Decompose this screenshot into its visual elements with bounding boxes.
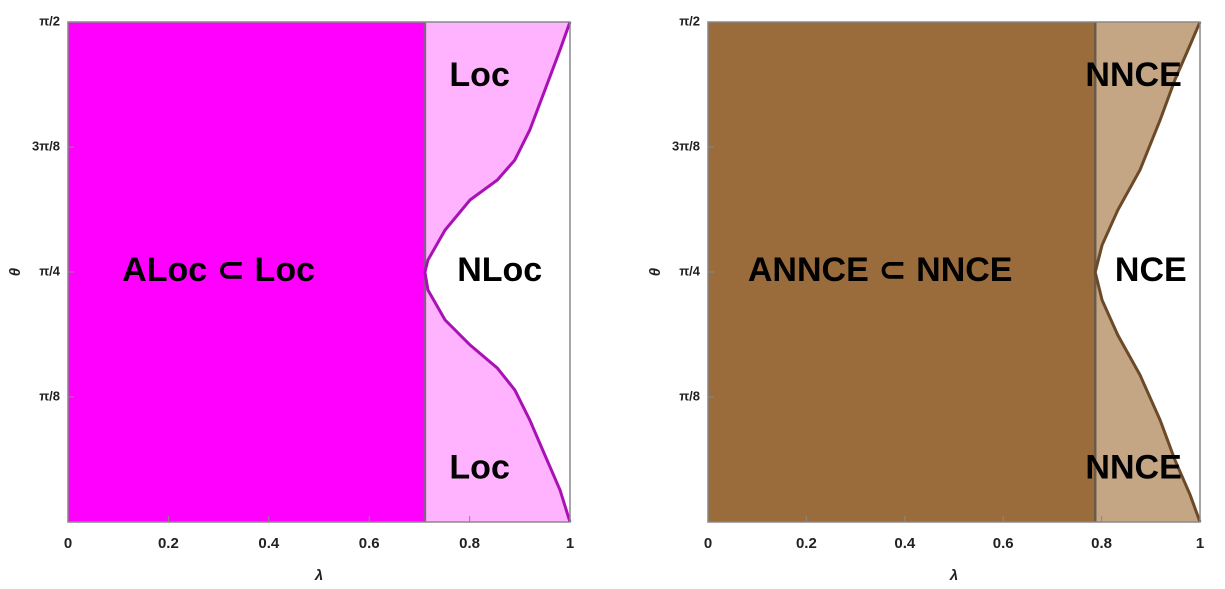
x-tick-label: 0.2: [796, 535, 817, 552]
y-tick-label: π/2: [679, 13, 700, 28]
x-tick-label: 0.2: [158, 535, 179, 552]
boundary-curve: [423, 21, 572, 523]
region-label: ALoc ⊂ Loc: [122, 251, 315, 289]
x-tick-label: 0: [704, 535, 712, 552]
region-label: NNCE: [1085, 56, 1181, 94]
inner-region: [708, 22, 1096, 522]
outer-region: [424, 21, 570, 522]
region-label: ANNCE ⊂ NNCE: [748, 251, 1013, 289]
x-tick-label: 1: [566, 535, 574, 552]
x-tick-label: 0: [64, 535, 72, 552]
y-tick-label: 3π/8: [672, 138, 700, 153]
y-axis-label: θ: [647, 267, 664, 276]
inner-region: [68, 22, 425, 522]
y-axis-label: θ: [7, 267, 24, 276]
y-tick-label: π/4: [679, 263, 701, 278]
boundary-curve: [1093, 21, 1202, 523]
x-axis-label: λ: [314, 567, 323, 584]
x-tick-label: 0.8: [459, 535, 480, 552]
x-tick-label: 0.4: [258, 535, 280, 552]
region-label: Loc: [449, 56, 509, 94]
x-tick-label: 0.6: [359, 535, 380, 552]
region-label: NCE: [1115, 251, 1187, 289]
y-tick-label: π/8: [679, 388, 700, 403]
y-tick-label: π/8: [39, 388, 60, 403]
y-tick-label: 3π/8: [32, 138, 60, 153]
outer-region: [1095, 21, 1200, 522]
y-tick-label: π/4: [39, 263, 61, 278]
x-tick-label: 1: [1196, 535, 1204, 552]
x-tick-label: 0.6: [993, 535, 1014, 552]
x-axis-label: λ: [949, 567, 958, 584]
y-tick-label: π/2: [39, 13, 60, 28]
region-label: NNCE: [1085, 448, 1181, 486]
region-label: NLoc: [457, 251, 542, 289]
x-tick-label: 0.4: [894, 535, 916, 552]
region-label: Loc: [449, 448, 509, 486]
x-tick-label: 0.8: [1091, 535, 1112, 552]
